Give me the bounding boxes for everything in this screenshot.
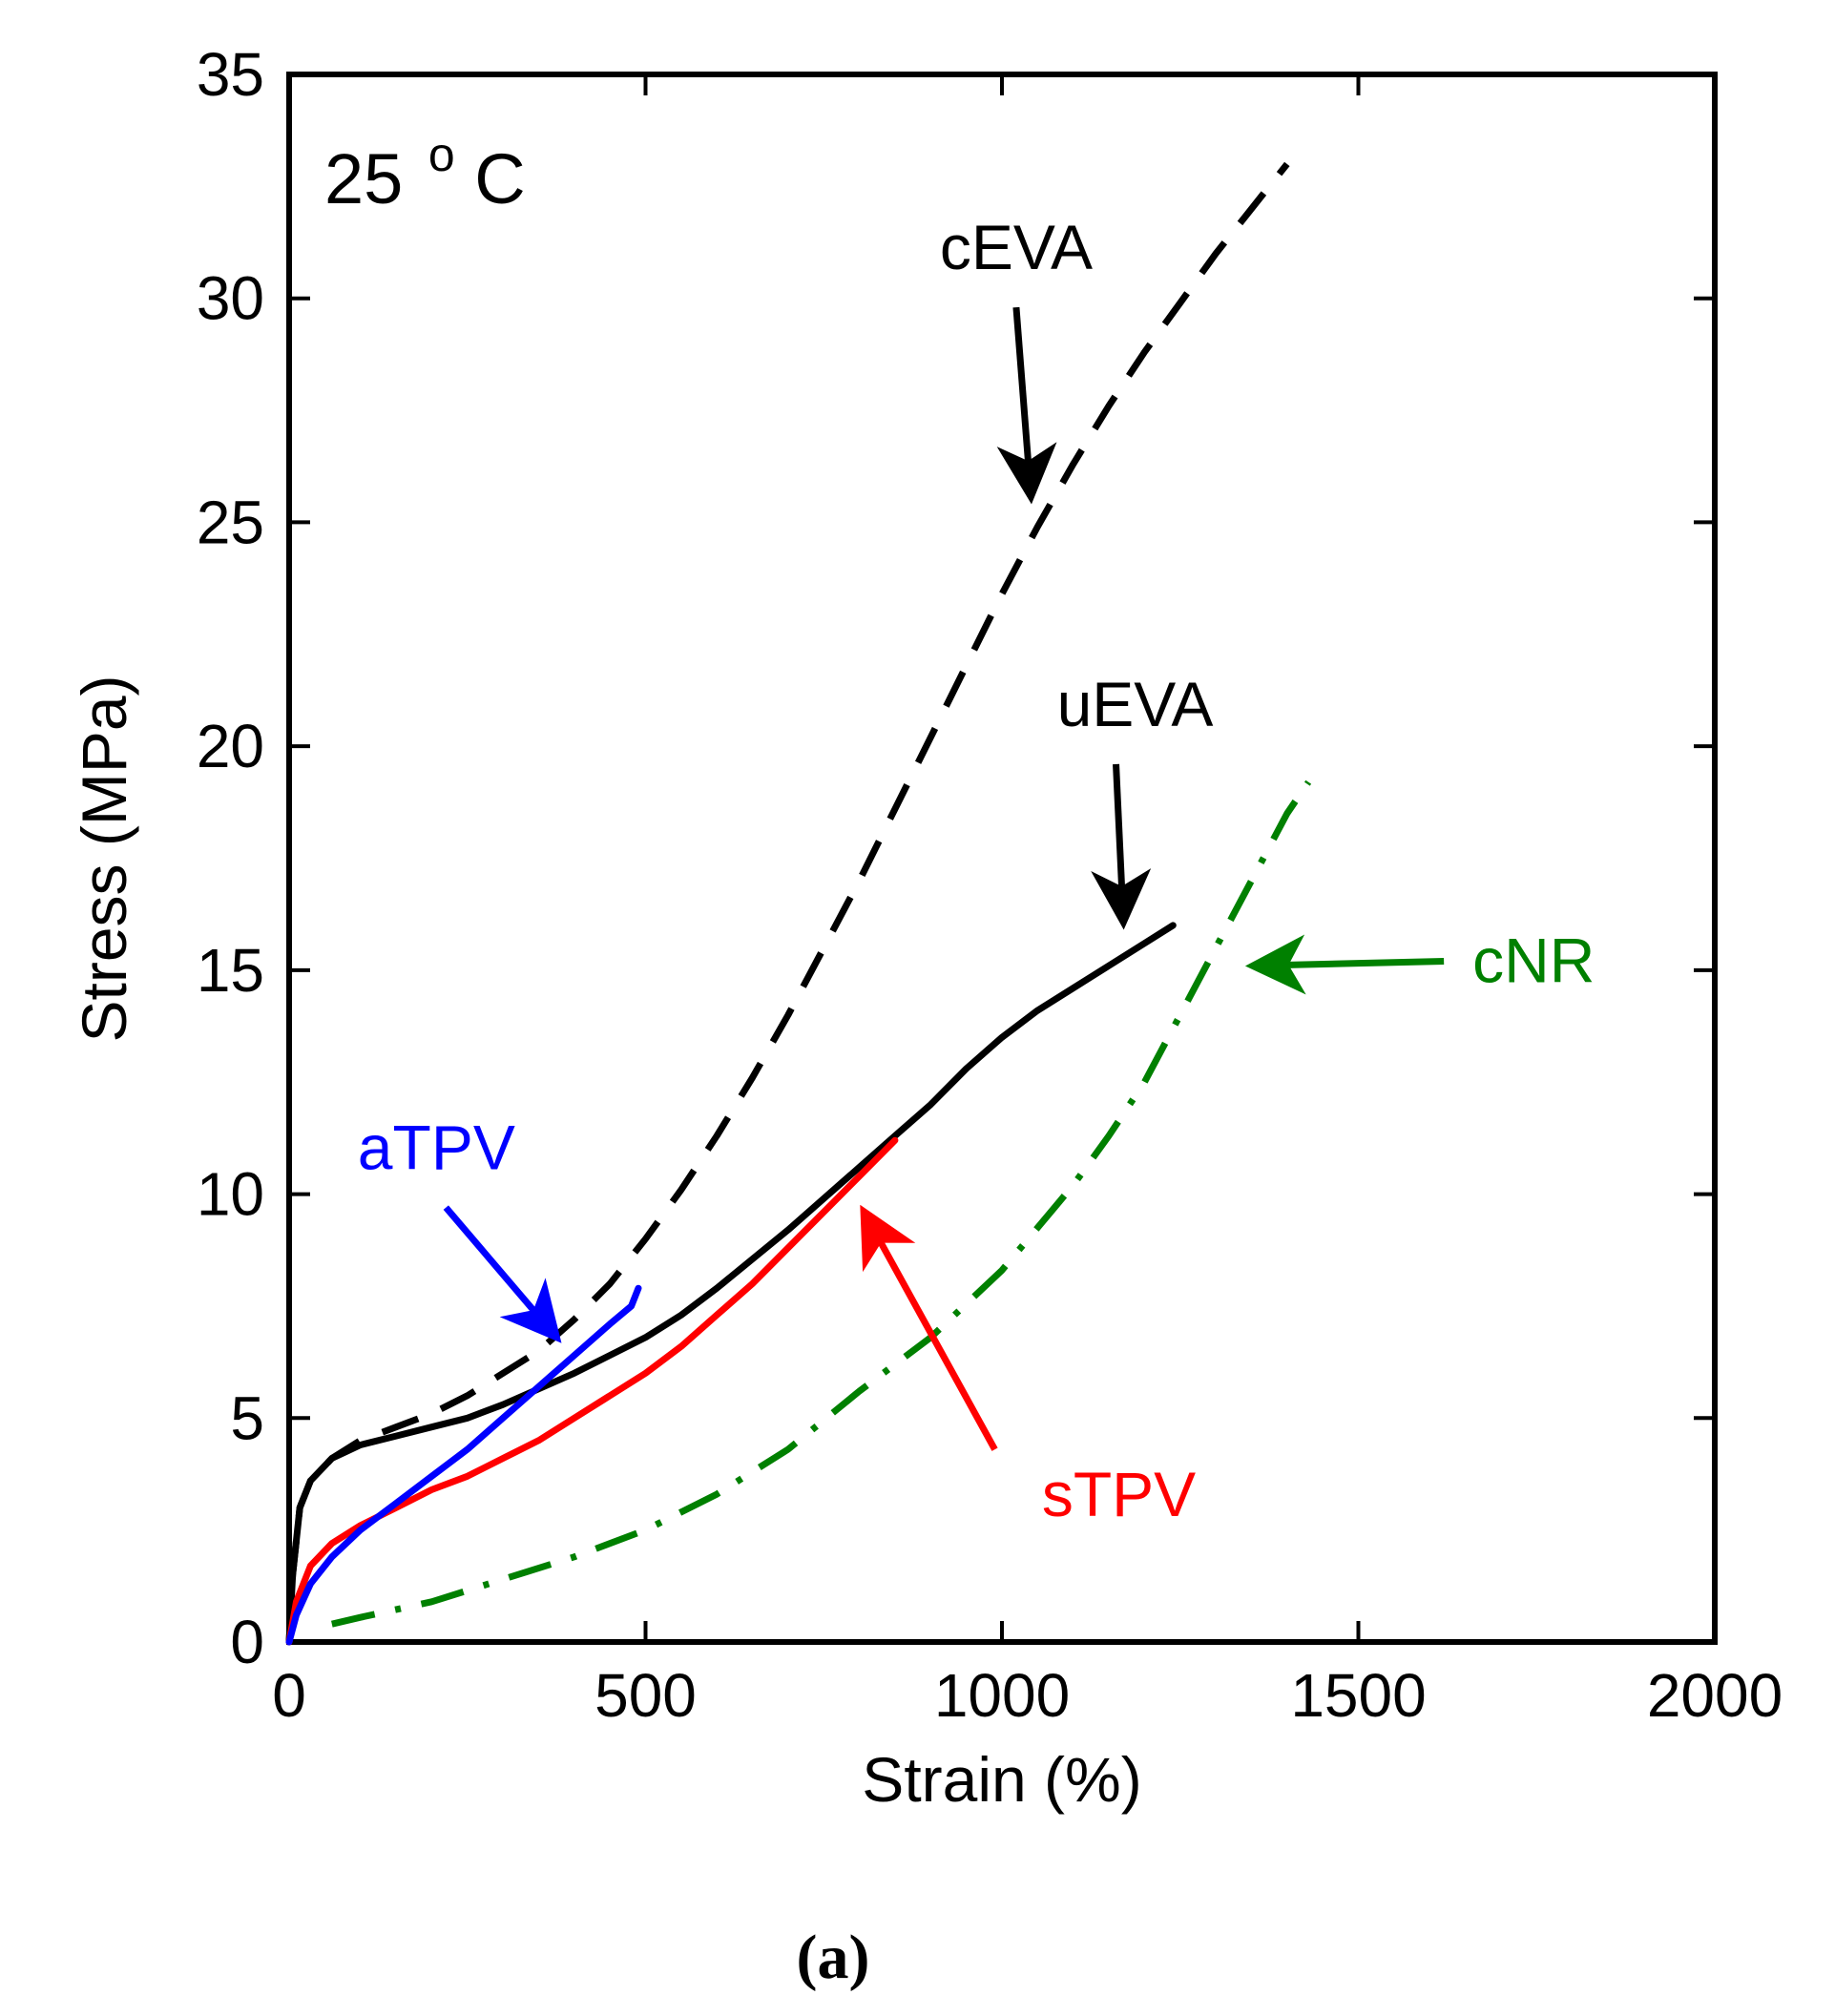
x-axis-title: Strain (%)	[862, 1744, 1141, 1815]
data-series	[285, 161, 1312, 1646]
annotation-label-cNR: cNR	[1472, 925, 1595, 995]
temperature-unit: C	[474, 139, 525, 218]
series-line-uEVA	[285, 922, 1177, 1646]
series-line-sTPV	[285, 1136, 899, 1646]
annotation-arrow-uEVA	[1091, 763, 1152, 930]
y-tick-label: 30	[197, 264, 264, 333]
y-tick-label: 0	[230, 1608, 264, 1676]
y-tick-label: 15	[197, 936, 264, 1005]
figure-caption: (a)	[797, 1922, 870, 1992]
x-tick-label: 500	[594, 1661, 697, 1730]
degree-symbol: o	[428, 128, 455, 181]
y-tick-label: 10	[197, 1160, 264, 1229]
annotation-label-sTPV: sTPV	[1042, 1459, 1196, 1529]
axis-ticks	[287, 73, 1717, 1644]
annotation-arrow-cEVA	[996, 306, 1057, 505]
x-tick-label: 2000	[1647, 1661, 1783, 1730]
annotation-arrow-sTPV	[860, 1204, 998, 1451]
y-axis-title: Stress (MPa)	[69, 675, 139, 1042]
annotation-arrow-cNR	[1244, 934, 1445, 995]
y-tick-label: 35	[197, 40, 264, 109]
annotation-label-cEVA: cEVA	[940, 212, 1093, 282]
axis-tick-labels: 0 500 1000 1500 2000 0 5 10 15 20 25 30 35	[197, 40, 1783, 1730]
annotation-label-uEVA: uEVA	[1057, 669, 1214, 739]
temperature-label: 25 o C	[324, 107, 526, 218]
temperature-value: 25	[324, 139, 403, 218]
x-tick-label: 0	[272, 1661, 306, 1730]
x-tick-label: 1000	[934, 1661, 1070, 1730]
x-tick-label: 1500	[1290, 1661, 1426, 1730]
annotation-label-aTPV: aTPV	[358, 1112, 515, 1183]
y-tick-label: 20	[197, 712, 264, 780]
y-tick-label: 25	[197, 488, 264, 556]
series-line-aTPV	[285, 1284, 642, 1646]
curve-annotations: cEVA uEVA cNR aTPV sTPV	[358, 212, 1595, 1529]
annotation-arrow-aTPV	[443, 1205, 562, 1343]
y-tick-label: 5	[230, 1383, 264, 1452]
series-line-cEVA	[285, 161, 1290, 1643]
